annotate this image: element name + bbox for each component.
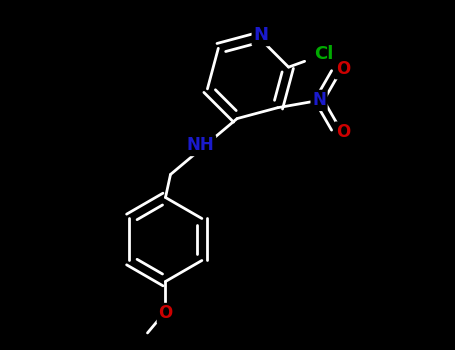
Text: O: O xyxy=(336,60,350,78)
Text: O: O xyxy=(336,123,350,141)
Text: Cl: Cl xyxy=(314,45,334,63)
Text: O: O xyxy=(158,304,172,322)
Text: N: N xyxy=(312,91,326,110)
Text: NH: NH xyxy=(187,136,215,154)
Text: N: N xyxy=(253,27,268,44)
